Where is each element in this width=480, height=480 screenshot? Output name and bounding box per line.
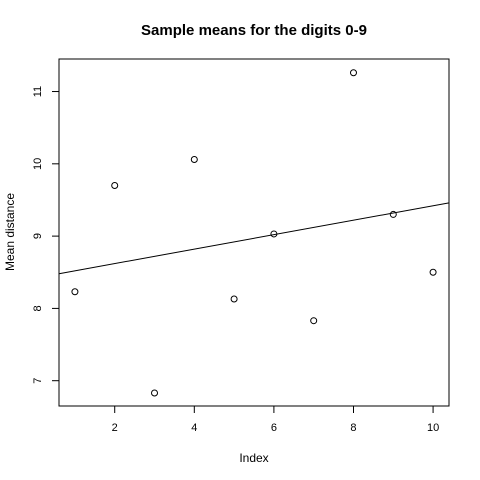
data-point (230, 295, 238, 303)
x-tick-label: 8 (350, 422, 356, 434)
regression-line (58, 202, 450, 275)
x-axis-label: Index (239, 451, 268, 465)
data-point (349, 69, 357, 77)
x-tick-label: 10 (427, 422, 439, 434)
data-point (429, 268, 437, 276)
data-point (190, 155, 198, 163)
x-tick-label: 4 (191, 422, 197, 434)
data-point (111, 182, 119, 190)
x-tick-label: 2 (112, 422, 118, 434)
data-point (389, 210, 397, 218)
y-tick-label: 7 (32, 378, 44, 384)
y-tick-label: 10 (32, 158, 44, 170)
y-axis-label: Mean distance (3, 193, 17, 271)
data-point (310, 317, 318, 325)
data-point (151, 389, 159, 397)
y-tick-label: 8 (32, 305, 44, 311)
data-point (270, 230, 278, 238)
plot-frame (58, 58, 450, 407)
chart-title: Sample means for the digits 0-9 (141, 22, 367, 39)
x-tick-label: 6 (271, 422, 277, 434)
y-tick-label: 11 (32, 86, 44, 97)
data-point (71, 288, 79, 296)
y-tick-label: 9 (32, 233, 44, 239)
